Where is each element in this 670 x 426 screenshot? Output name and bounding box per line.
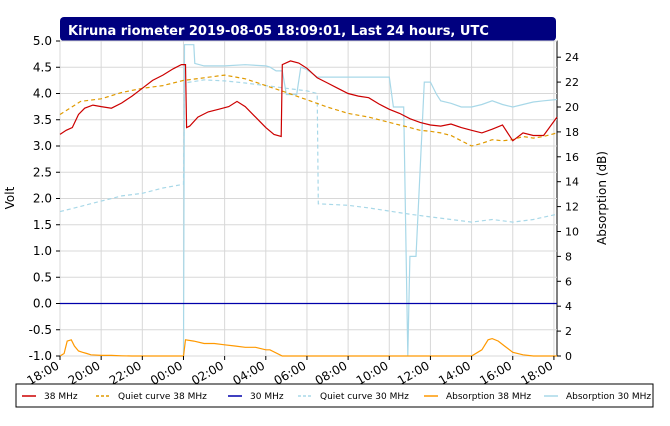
right-tick-label: 12: [565, 201, 579, 214]
bottom-axis-ticks: 18:00 20:00 22:00 00:00 02:00 04:00 06:00 08:00…: [25, 356, 555, 388]
right-tick-label: 22: [565, 76, 579, 89]
left-tick-label: 4.5: [33, 60, 52, 74]
left-tick-label: 0.0: [33, 297, 52, 311]
right-tick-label: 24: [565, 51, 579, 64]
left-tick-label: 3.5: [33, 113, 52, 127]
series-layer: [59, 44, 558, 357]
right-tick-label: 0: [565, 350, 572, 363]
bottom-tick-label: 10:00: [354, 358, 391, 387]
series-line-quiet-curve-38-mhz: [59, 74, 558, 147]
y-axis-label: Volt: [3, 186, 17, 209]
legend-box: [15, 383, 654, 408]
y2-axis-label: Absorption (dB): [595, 151, 609, 245]
legend-label: 38 MHz: [44, 392, 78, 402]
legend: 38 MHz Quiet curve 38 MHz 30 MHz Quiet curv…: [22, 392, 651, 402]
right-tick-label: 8: [565, 250, 572, 263]
bottom-tick-label: 02:00: [189, 358, 226, 387]
grid-lines: [59, 40, 557, 357]
right-tick-label: 6: [565, 275, 572, 288]
bottom-tick-label: 14:00: [436, 358, 473, 387]
left-tick-label: 1.0: [33, 244, 52, 258]
right-tick-label: 18: [565, 126, 579, 139]
right-tick-label: 20: [565, 101, 579, 114]
chart-title: Kiruna riometer 2019-08-05 18:09:01, Las…: [68, 24, 489, 39]
right-tick-label: 10: [565, 225, 579, 238]
bottom-tick-label: 06:00: [271, 358, 308, 387]
legend-label: Absorption 38 MHz: [446, 392, 531, 402]
left-tick-label: 2.0: [33, 192, 52, 206]
right-tick-label: 4: [565, 300, 572, 313]
right-tick-label: 2: [565, 325, 572, 338]
bottom-tick-label: 16:00: [477, 358, 514, 387]
bottom-tick-label: 22:00: [107, 358, 144, 387]
left-tick-label: 4.0: [33, 87, 52, 101]
right-tick-label: 14: [565, 176, 579, 189]
legend-label: 30 MHz: [250, 392, 284, 402]
series-line-absorption-30-mhz: [182, 44, 558, 357]
left-tick-label: -1.0: [29, 349, 52, 363]
left-tick-label: 3.0: [33, 139, 52, 153]
series-line-38-mhz: [59, 60, 558, 142]
left-tick-label: -0.5: [29, 323, 52, 337]
left-tick-label: 2.5: [33, 165, 52, 179]
bottom-tick-label: 08:00: [313, 358, 350, 387]
series-line-absorption-38-mhz: [59, 337, 557, 357]
bottom-tick-label: 18:00: [518, 358, 555, 387]
title-bar: [60, 17, 556, 41]
left-tick-label: 1.5: [33, 218, 52, 232]
right-tick-label: 16: [565, 151, 579, 164]
left-axis-ticks: 5.0 4.5 4.0 3.5 3.0 2.5 2.0 1.5 1.0 0.5 0.0 -0.5 -1.…: [29, 34, 60, 363]
left-tick-label: 0.5: [33, 270, 52, 284]
bottom-tick-label: 20:00: [66, 358, 103, 387]
legend-label: Absorption 30 MHz: [566, 392, 651, 402]
left-tick-label: 5.0: [33, 34, 52, 48]
series-line-quiet-curve-30-mhz: [59, 79, 558, 223]
legend-label: Quiet curve 38 MHz: [118, 392, 207, 402]
bottom-tick-label: 12:00: [395, 358, 432, 387]
bottom-tick-label: 00:00: [148, 358, 185, 387]
legend-label: Quiet curve 30 MHz: [320, 392, 409, 402]
bottom-tick-label: 04:00: [230, 358, 267, 387]
